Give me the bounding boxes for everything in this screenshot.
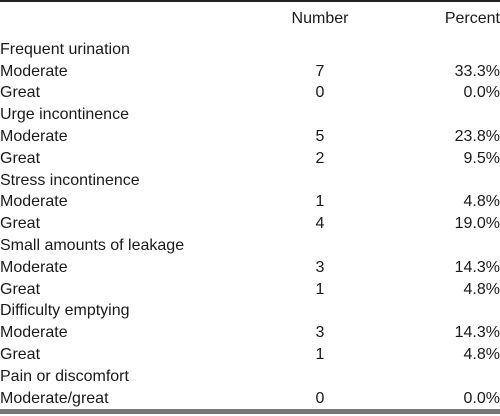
header-number: Number xyxy=(291,10,349,27)
row-number: 1 xyxy=(315,193,325,211)
row-number: 7 xyxy=(315,62,325,80)
table-row: Moderate/great 0 0.0% xyxy=(0,388,500,410)
category-row: Pain or discomfort xyxy=(0,366,500,388)
table-row: Great 0 0.0% xyxy=(0,82,500,104)
header-label xyxy=(0,8,250,39)
row-percent: 19.0% xyxy=(454,215,500,233)
row-label: Great xyxy=(0,345,41,363)
row-number: 3 xyxy=(315,258,325,276)
table-row: Great 4 19.0% xyxy=(0,213,500,235)
row-number: 5 xyxy=(315,127,325,145)
table-row: Moderate 3 14.3% xyxy=(0,257,500,279)
table-row: Great 1 4.8% xyxy=(0,279,500,301)
bottom-rule xyxy=(0,409,500,414)
table-row: Moderate 7 33.3% xyxy=(0,61,500,83)
row-percent: 23.8% xyxy=(454,127,500,145)
category-label: Small amounts of leakage xyxy=(0,236,185,254)
header-row: Number Percent xyxy=(0,8,500,39)
row-percent: 4.8% xyxy=(463,345,500,363)
row-label: Great xyxy=(0,280,41,298)
category-row: Small amounts of leakage xyxy=(0,235,500,257)
header-percent: Percent xyxy=(444,10,500,27)
row-label: Moderate xyxy=(0,324,68,342)
row-number: 2 xyxy=(315,149,325,167)
row-label: Great xyxy=(0,149,41,167)
table-row: Moderate 1 4.8% xyxy=(0,191,500,213)
row-number: 3 xyxy=(315,324,325,342)
table-row: Moderate 5 23.8% xyxy=(0,126,500,148)
table-body: Frequent urination Moderate 7 33.3% Great 0 0.… xyxy=(0,39,500,410)
symptom-table: Number Percent Frequent urination Moderat… xyxy=(0,8,500,409)
row-number: 1 xyxy=(315,345,325,363)
table-row: Moderate 3 14.3% xyxy=(0,322,500,344)
row-label: Moderate xyxy=(0,127,68,145)
table-row: Great 1 4.8% xyxy=(0,344,500,366)
row-number: 0 xyxy=(315,389,325,407)
row-label: Great xyxy=(0,84,41,102)
top-rule xyxy=(0,0,500,2)
category-label: Pain or discomfort xyxy=(0,367,129,385)
row-percent: 0.0% xyxy=(463,84,500,102)
row-percent: 4.8% xyxy=(463,193,500,211)
category-label: Frequent urination xyxy=(0,40,130,58)
category-label: Stress incontinence xyxy=(0,171,140,189)
category-label: Urge incontinence xyxy=(0,106,129,124)
row-label: Moderate/great xyxy=(0,389,109,407)
row-label: Moderate xyxy=(0,193,68,211)
row-label: Moderate xyxy=(0,62,68,80)
category-row: Urge incontinence xyxy=(0,104,500,126)
row-percent: 14.3% xyxy=(454,324,500,342)
row-label: Moderate xyxy=(0,258,68,276)
row-number: 4 xyxy=(315,215,325,233)
row-number: 0 xyxy=(315,84,325,102)
row-percent: 4.8% xyxy=(463,280,500,298)
row-label: Great xyxy=(0,215,41,233)
row-percent: 0.0% xyxy=(463,389,500,407)
row-percent: 9.5% xyxy=(463,149,500,167)
table-row: Great 2 9.5% xyxy=(0,148,500,170)
category-row: Stress incontinence xyxy=(0,170,500,192)
row-number: 1 xyxy=(315,280,325,298)
row-percent: 33.3% xyxy=(454,62,500,80)
category-label: Difficulty emptying xyxy=(0,302,130,320)
category-row: Difficulty emptying xyxy=(0,300,500,322)
row-percent: 14.3% xyxy=(454,258,500,276)
category-row: Frequent urination xyxy=(0,39,500,61)
